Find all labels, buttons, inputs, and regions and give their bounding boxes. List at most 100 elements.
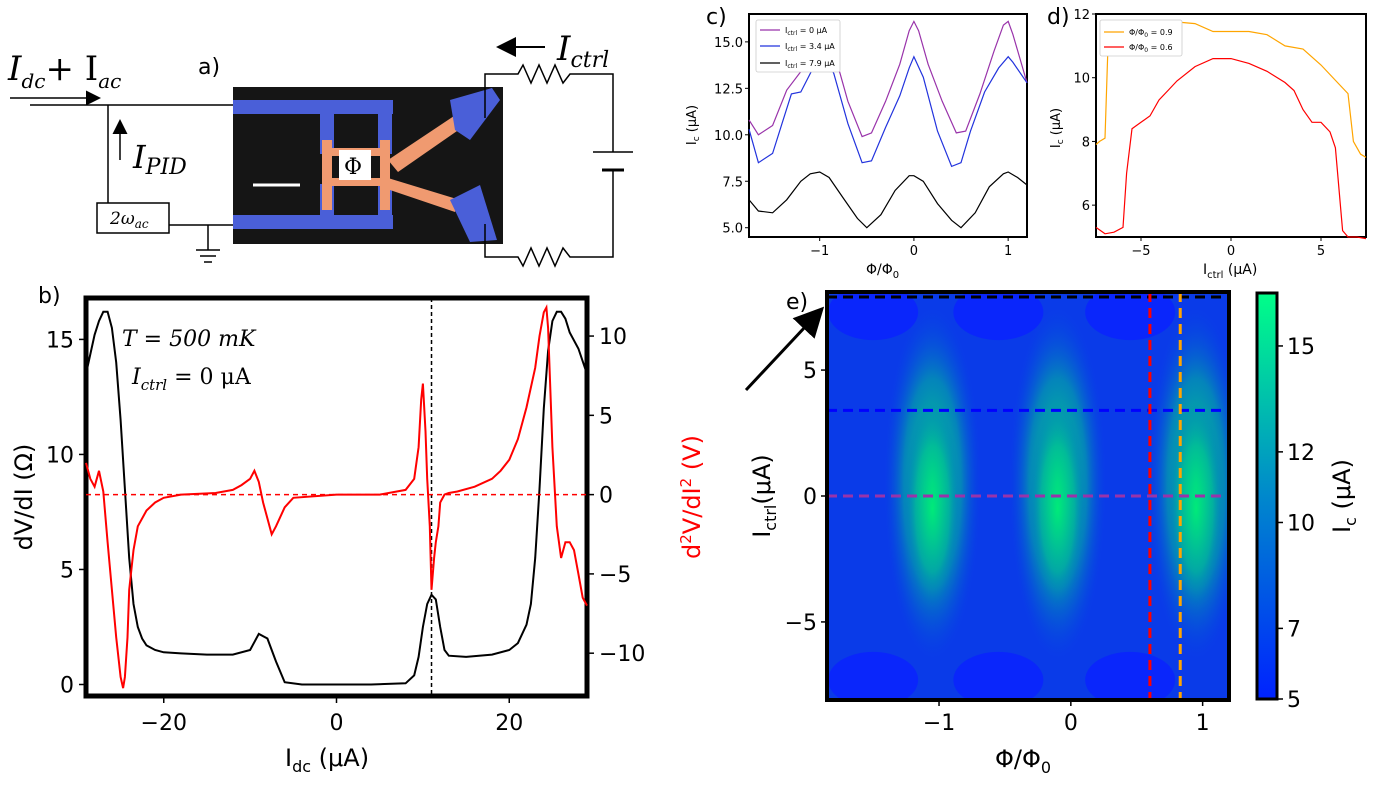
chart-e-ylabel: Ictrl(μA) xyxy=(748,454,780,538)
panel-label-e: e) xyxy=(786,290,808,315)
chart-b-ytick-label: 10 xyxy=(46,443,74,468)
chart-c-xlabel: Φ/Φ0 xyxy=(866,262,899,281)
chart-e-colorbar-ticks: 5 7 10 12 15 xyxy=(1277,335,1315,713)
panel-label-c: c) xyxy=(706,5,727,30)
panel-label-a: a) xyxy=(198,55,220,80)
chart-b-ytick-label: 5 xyxy=(60,558,74,583)
chart-e-xtick-label: 1 xyxy=(1196,711,1210,736)
chart-b-annotation-temp: T = 500 mK xyxy=(122,327,257,352)
chart-c-ytick-label: 15.0 xyxy=(714,36,743,51)
chart-e-cut-lines xyxy=(827,292,1229,700)
chart-c: −1 0 1 5.0 7.5 10.0 12.5 15.0 Ictrl = 0 μA Ict… xyxy=(685,13,1028,281)
chart-b-y2tick-label: 0 xyxy=(599,484,613,509)
chart-e: −1 0 1 −5 0 5 Φ/Φ0 Ictrl(μA) 5 7 10 12 15 Ic (μA… xyxy=(744,290,1360,777)
chart-d-series-1 xyxy=(1095,57,1367,240)
chart-c-ytick-label: 5.0 xyxy=(722,222,743,237)
chart-c-ytick-label: 7.5 xyxy=(722,175,743,190)
chart-e-pointer-arrow xyxy=(744,306,825,392)
chart-e-min-1-2 xyxy=(1085,292,1176,341)
chart-e-xtick-label: −1 xyxy=(923,711,955,736)
chart-d-xtick-label: 0 xyxy=(1227,244,1235,259)
chart-c-ytick-label: 12.5 xyxy=(714,82,743,97)
chart-e-y-ticks: −5 0 5 xyxy=(785,359,827,636)
chart-d-legend-2: Φ/Φ0 = 0.6 xyxy=(1129,43,1173,54)
chart-b-ylabel: dV/dI (Ω) xyxy=(10,444,38,551)
chart-e-min-0-1 xyxy=(953,651,1044,700)
device-image: Φ xyxy=(233,87,503,244)
panel-a-circuit: a) Idc+ Iac IPID 2ωac xyxy=(7,29,633,268)
chart-e-ytick-label: −5 xyxy=(785,611,817,636)
chart-d-ytick-label: 6 xyxy=(1082,199,1090,214)
chart-d-ytick-label: 12 xyxy=(1073,8,1090,23)
chart-d-x-ticks: −5 0 5 xyxy=(1131,237,1325,259)
chart-e-ytick-label: 5 xyxy=(803,359,817,384)
chart-b-x-ticks: −20 0 20 xyxy=(141,696,523,736)
chart-e-min-0-0 xyxy=(828,651,919,700)
chart-c-legend-3: Ictrl = 7.9 μA xyxy=(785,59,835,70)
chart-d-y-ticks: 6 8 10 12 xyxy=(1073,8,1096,214)
phi-label: Φ xyxy=(344,155,362,180)
chart-e-min-1-1 xyxy=(953,292,1044,341)
chart-d-xtick-label: −5 xyxy=(1131,244,1150,259)
chart-b-y2-ticks: −10 −5 0 5 10 xyxy=(587,325,645,667)
chart-c-y-ticks: 5.0 7.5 10.0 12.5 15.0 xyxy=(714,36,749,237)
chart-c-legend-2: Ictrl = 3.4 μA xyxy=(785,42,835,53)
chart-e-stripe-core-1 xyxy=(1029,403,1086,614)
chart-c-ytick-label: 10.0 xyxy=(714,129,743,144)
chart-b-y2tick-label: 10 xyxy=(599,325,627,350)
chart-b-y2label: d2V/dI2 (V) xyxy=(677,435,706,559)
chart-e-cbtick-label: 15 xyxy=(1287,335,1315,360)
chart-e-cbtick-label: 10 xyxy=(1287,511,1315,536)
chart-b-series-0 xyxy=(85,310,588,686)
chart-e-min-0-2 xyxy=(1085,651,1176,700)
chart-e-xlabel: Φ/Φ0 xyxy=(995,745,1051,777)
label-lockin: 2ωac xyxy=(109,209,149,231)
chart-c-series-1 xyxy=(748,53,1028,168)
chart-e-cbtick-label: 7 xyxy=(1287,617,1301,642)
chart-c-xtick-label: −1 xyxy=(810,244,829,259)
chart-d: −5 0 5 6 8 10 12 Φ/Φ0 = 0.9 Φ/Φ0 = 0.6 Ictrl … xyxy=(1049,8,1367,281)
chart-b-series xyxy=(85,304,588,689)
chart-d-ylabel: Ic (μA) xyxy=(1049,108,1066,148)
chart-b-y-ticks: 0 5 10 15 xyxy=(46,328,86,698)
chart-c-ylabel: Ic (μA) xyxy=(685,105,702,145)
chart-e-stripe-core-2 xyxy=(1168,403,1225,614)
label-ictrl: Ictrl xyxy=(556,29,609,73)
panel-label-b: b) xyxy=(38,284,61,309)
lockin-box xyxy=(96,202,170,234)
chart-e-xtick-label: 0 xyxy=(1064,711,1078,736)
chart-b-xtick-label: 0 xyxy=(330,711,344,736)
chart-e-cbtick-label: 12 xyxy=(1287,441,1315,466)
chart-d-xlabel: Ictrl (μA) xyxy=(1203,262,1257,281)
panel-label-d: d) xyxy=(1047,5,1070,30)
chart-b-xtick-label: −20 xyxy=(141,711,187,736)
chart-e-stripe-core-0 xyxy=(904,403,961,614)
chart-e-ytick-label: 0 xyxy=(803,485,817,510)
chart-e-colorbar-label: Ic (μA) xyxy=(1328,459,1360,533)
chart-e-min-1-0 xyxy=(828,292,919,341)
circuit-right xyxy=(484,63,633,268)
chart-d-legend: Φ/Φ0 = 0.9 Φ/Φ0 = 0.6 xyxy=(1099,19,1183,57)
chart-b-ytick-label: 15 xyxy=(46,328,74,353)
chart-d-ytick-label: 8 xyxy=(1082,135,1090,150)
chart-b-annotation-ictrl: Ictrl = 0 μA xyxy=(131,365,252,394)
chart-b-frame xyxy=(83,295,590,699)
chart-d-legend-1: Φ/Φ0 = 0.9 xyxy=(1129,28,1173,39)
chart-c-x-ticks: −1 0 1 xyxy=(810,237,1012,259)
chart-b-y2tick-label: 5 xyxy=(599,404,613,429)
chart-b-y2tick-label: −5 xyxy=(599,563,631,588)
chart-b-ytick-label: 0 xyxy=(60,673,74,698)
chart-c-legend: Ictrl = 0 μA Ictrl = 3.4 μA Ictrl = 7.9 … xyxy=(755,19,841,73)
chart-e-cbtick-label: 5 xyxy=(1287,688,1301,713)
chart-b-series-1 xyxy=(85,304,588,689)
label-idc-iac: Idc+ Iac xyxy=(7,49,121,93)
chart-d-xtick-label: 5 xyxy=(1317,244,1325,259)
chart-c-xtick-label: 1 xyxy=(1004,244,1012,259)
chart-b-y2tick-label: −10 xyxy=(599,642,645,667)
chart-e-x-ticks: −1 0 1 xyxy=(923,700,1210,736)
chart-b: −20 0 20 0 5 10 15 −10 −5 0 5 10 T = 500 mK Ictrl… xyxy=(10,295,706,776)
chart-d-ytick-label: 10 xyxy=(1073,72,1090,87)
chart-b-xlabel: Idc (μA) xyxy=(285,744,369,776)
label-ipid: IPID xyxy=(132,138,187,180)
